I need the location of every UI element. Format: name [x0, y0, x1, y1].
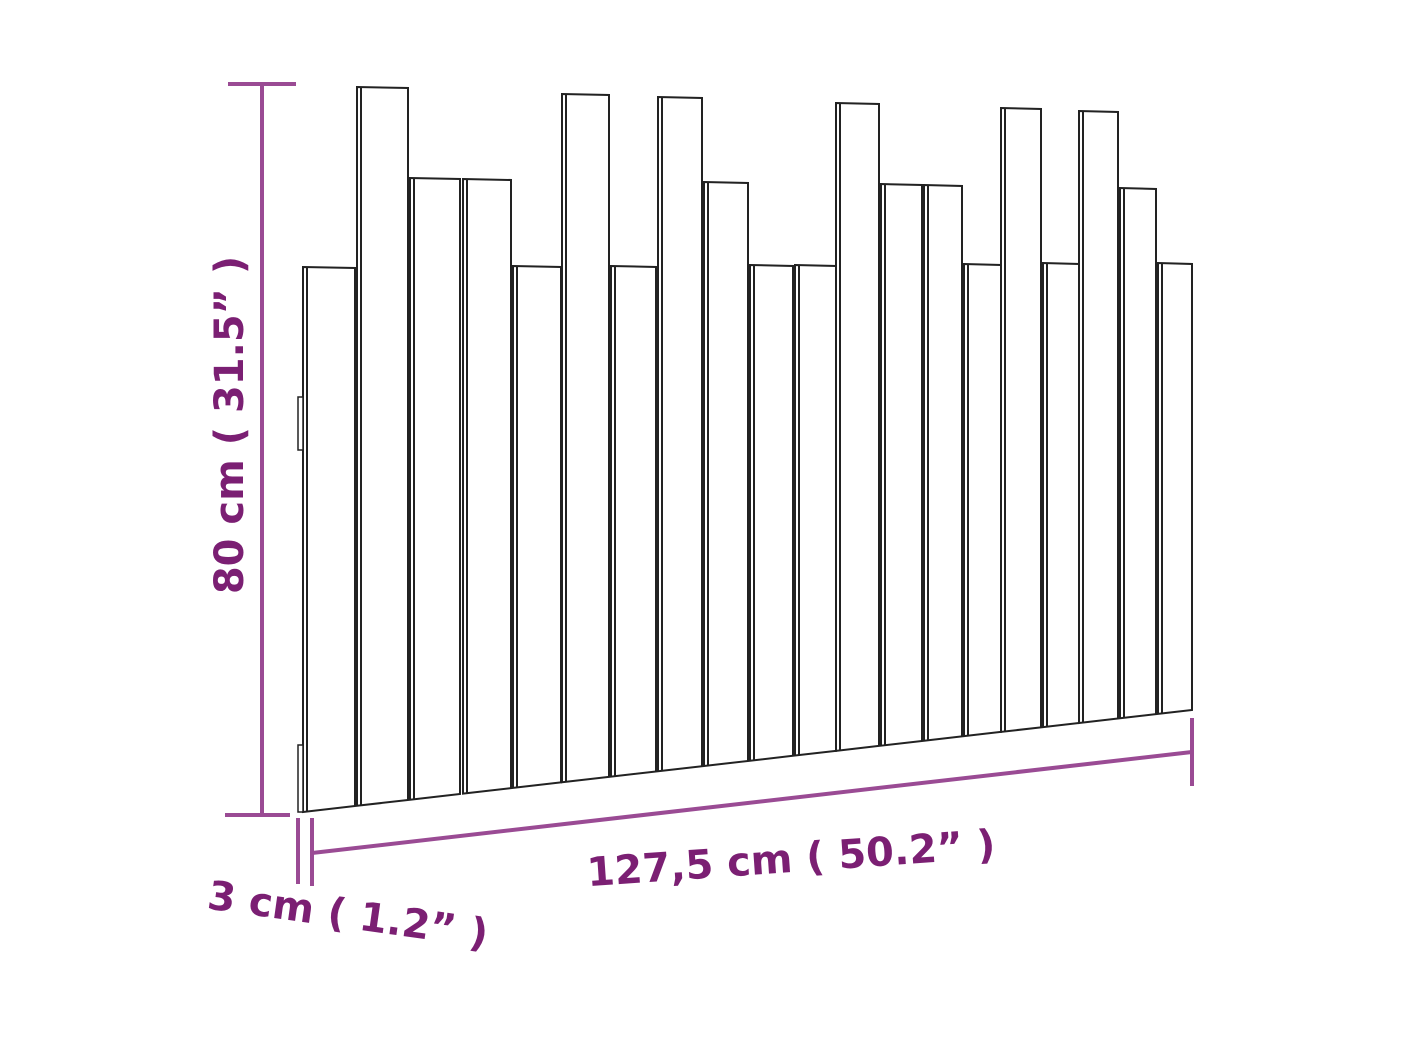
width-dimension-line — [311, 750, 1193, 855]
headboard-planks — [297, 85, 1193, 814]
plank — [512, 264, 562, 790]
height-dimension — [225, 82, 296, 817]
depth-label: 3 cm ( 1.2” ) — [205, 873, 491, 958]
plank — [835, 101, 880, 752]
plank — [749, 263, 794, 762]
width-dimension — [310, 718, 1194, 886]
plank — [657, 95, 703, 773]
plank — [409, 176, 461, 801]
plank — [794, 263, 837, 757]
plank — [1157, 261, 1193, 716]
height-label: 80 cm ( 31.5” ) — [207, 256, 253, 594]
plank — [1119, 186, 1157, 720]
plank — [1042, 261, 1080, 729]
plank — [302, 265, 356, 814]
plank — [1078, 109, 1119, 725]
width-label: 127,5 cm ( 50.2” ) — [585, 822, 996, 896]
plank — [1000, 106, 1042, 734]
plank — [356, 85, 409, 807]
plank — [880, 182, 923, 747]
plank — [610, 264, 657, 778]
plank — [923, 183, 963, 742]
mounting-bracket — [297, 396, 304, 451]
plank — [703, 180, 749, 768]
mounting-bracket — [297, 744, 304, 813]
plank — [561, 92, 610, 784]
plank — [462, 177, 512, 795]
plank — [963, 262, 1002, 738]
